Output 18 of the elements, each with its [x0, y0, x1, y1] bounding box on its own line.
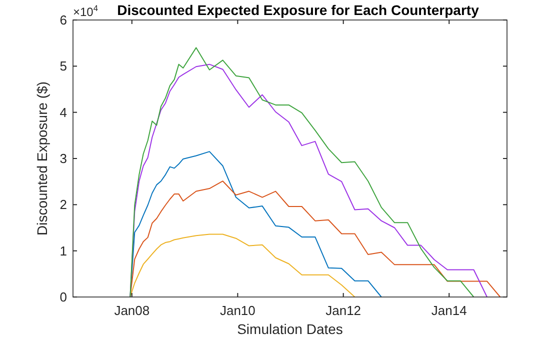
text: ×10$^{4}$ — [73, 3, 98, 19]
x-tick-label: Jan12 — [326, 303, 362, 318]
x-tick-label: Jan14 — [431, 303, 467, 318]
x-axis-title: Simulation Dates — [237, 321, 343, 337]
x-tick-label: Jan10 — [220, 303, 256, 318]
y-tick-label: 0 — [60, 290, 67, 305]
line-series — [130, 151, 382, 298]
y-tick-label: 3 — [60, 151, 67, 166]
y-tick-label: 4 — [60, 104, 67, 120]
y-tick-label: 2 — [60, 197, 67, 212]
line-series — [130, 180, 501, 298]
y-tick-label: 6 — [60, 12, 67, 28]
y-tick-label: 5 — [60, 58, 67, 74]
chart-title: Discounted Expected Exposure for Each Counterparty — [117, 2, 480, 18]
y-axis-title: Discounted Exposure ($) — [34, 81, 50, 236]
x-tick-label: Jan08 — [114, 303, 150, 318]
line-series — [130, 234, 356, 298]
y-tick-label: 1 — [60, 243, 67, 258]
